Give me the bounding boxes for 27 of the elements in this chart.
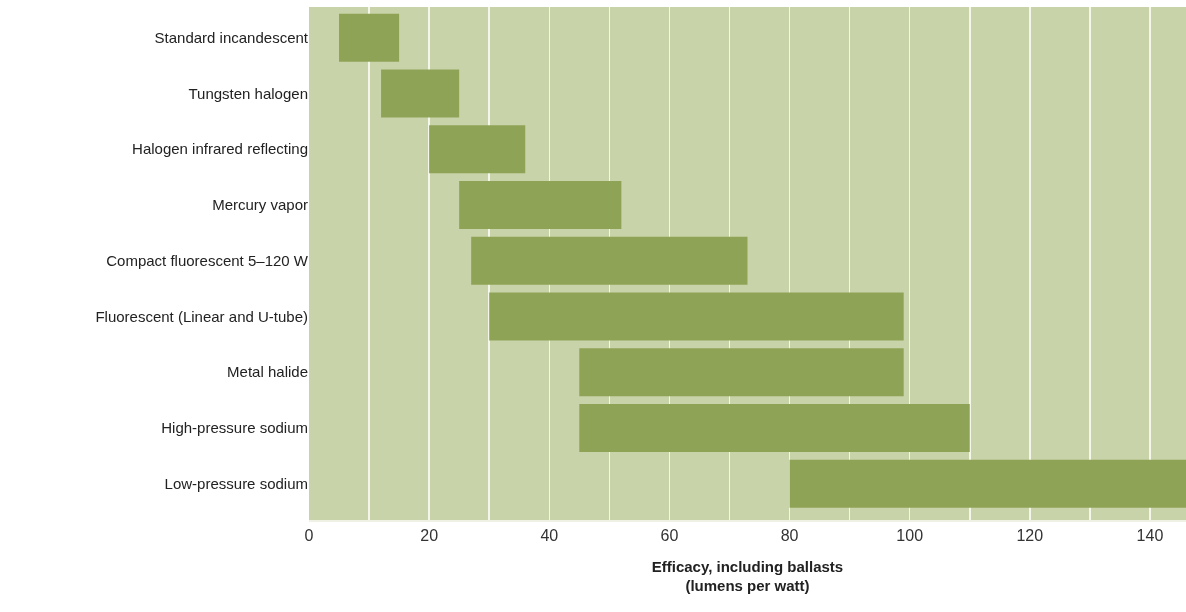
y-tick-label: Halogen infrared reflecting	[132, 140, 308, 158]
x-tick-label: 40	[540, 527, 559, 545]
bar	[579, 404, 970, 452]
bar	[459, 180, 622, 229]
y-tick-label: Low-pressure sodium	[164, 475, 308, 493]
y-tick-label: Fluorescent (Linear and U-tube)	[95, 307, 308, 325]
bar	[429, 125, 526, 174]
bar	[579, 348, 904, 397]
y-tick-label: Standard incandescent	[154, 28, 309, 46]
x-tick-label: 120	[1016, 527, 1044, 545]
x-tick-label: 100	[896, 527, 924, 545]
bar	[339, 13, 400, 62]
bar	[471, 236, 748, 285]
y-tick-label: Tungsten halogen	[188, 84, 308, 102]
y-tick-label: Metal halide	[227, 363, 308, 381]
x-tick-label: 20	[420, 527, 439, 545]
x-axis-title: Efficacy, including ballasts (lumens per watt)	[651, 557, 844, 595]
x-tick-label: 0	[304, 527, 314, 545]
y-tick-label: Compact fluorescent 5–120 W	[106, 251, 309, 269]
bar	[789, 459, 1186, 508]
bar	[381, 69, 460, 118]
x-tick-label: 60	[660, 527, 679, 545]
x-tick-label: 140	[1136, 527, 1164, 545]
y-tick-label: High-pressure sodium	[161, 419, 308, 437]
x-tick-label: 80	[780, 527, 799, 545]
bar	[489, 292, 904, 341]
y-tick-label: Mercury vapor	[212, 196, 308, 214]
